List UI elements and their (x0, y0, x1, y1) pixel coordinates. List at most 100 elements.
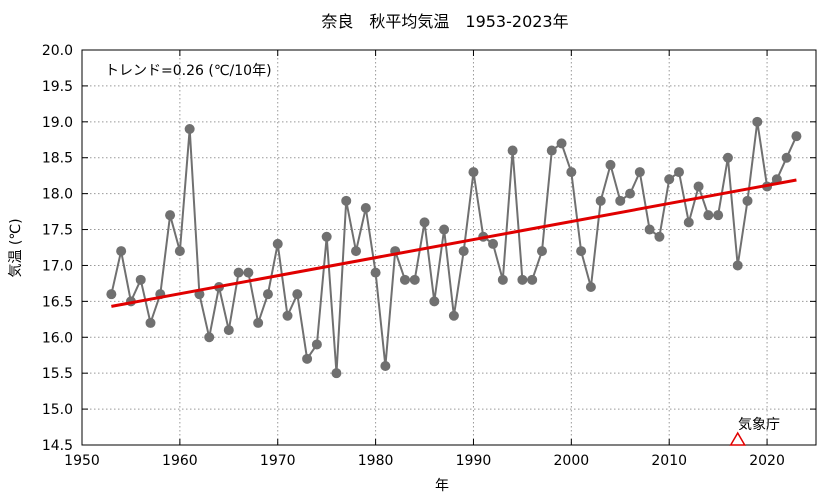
data-point (370, 267, 381, 278)
data-point (292, 289, 303, 300)
data-point (713, 210, 724, 221)
data-point (644, 224, 655, 235)
data-point (360, 203, 371, 213)
data-point (536, 246, 547, 257)
data-point (703, 210, 714, 221)
data-point (566, 167, 577, 178)
data-point (615, 195, 626, 206)
data-point (722, 152, 733, 163)
series-path (110, 121, 798, 374)
data-point (223, 325, 234, 336)
trend-label: トレンド=0.26 (℃/10年) (105, 63, 272, 79)
data-point (654, 231, 665, 242)
y-tick-label: 18.5 (42, 151, 73, 167)
data-point (517, 274, 528, 285)
data-point (311, 339, 322, 350)
x-axis: 1950 1960 1970 1980 1990 2000 2010 2020 (64, 50, 785, 469)
source-label: 気象庁 (738, 417, 780, 433)
data-point (439, 224, 450, 235)
y-tick-label: 16.0 (42, 330, 73, 346)
y-tick-label: 15.0 (42, 402, 73, 418)
x-tick-label: 2020 (749, 453, 785, 469)
data-point (488, 238, 499, 249)
trend-line (111, 178, 797, 308)
data-point (341, 195, 352, 206)
y-tick-label: 14.5 (42, 438, 73, 454)
data-point (116, 246, 127, 257)
data-point (253, 317, 264, 328)
data-point (380, 361, 391, 371)
y-tick-label: 19.0 (42, 115, 73, 131)
plot-frame (81, 49, 817, 446)
x-tick-label: 1980 (358, 453, 394, 469)
data-point (272, 238, 283, 249)
chart-title: 奈良 秋平均気温 1953-2023年 (321, 12, 568, 31)
data-point (282, 310, 293, 321)
data-point (184, 124, 195, 134)
y-tick-label: 17.0 (42, 258, 73, 274)
data-point (458, 246, 469, 257)
data-point (468, 167, 479, 178)
data-point (409, 274, 420, 285)
data-point (204, 332, 215, 343)
data-point (106, 289, 117, 300)
trend-path (111, 178, 797, 308)
data-point (351, 246, 362, 257)
y-tick-label: 18.0 (42, 187, 73, 203)
x-tick-label: 1970 (260, 453, 296, 469)
data-point (742, 195, 753, 206)
data-point (429, 296, 440, 307)
data-point (135, 274, 146, 285)
y-tick-label: 19.5 (42, 79, 73, 95)
data-point (174, 246, 185, 257)
data-point (546, 145, 557, 156)
x-axis-label: 年 (435, 478, 449, 494)
data-point (399, 274, 410, 285)
y-tick-label: 16.5 (42, 294, 73, 310)
data-point (683, 217, 694, 228)
data-point (321, 231, 332, 242)
data-point (507, 145, 518, 156)
y-axis: 14.5 15.0 15.5 16.0 16.5 17.0 17.5 18.0 18.5 19.0… (42, 43, 816, 454)
data-point (243, 267, 254, 278)
data-point (673, 167, 684, 178)
y-tick-label: 15.5 (42, 366, 73, 382)
data-point (585, 282, 596, 292)
data-point (576, 246, 587, 257)
y-axis-label: 気温 (℃) (8, 218, 24, 277)
data-point (302, 353, 313, 364)
data-point (448, 310, 459, 321)
data-point (732, 260, 743, 271)
data-point (625, 188, 636, 199)
data-point (497, 274, 508, 285)
y-tick-label: 20.0 (42, 43, 73, 59)
data-point (262, 289, 273, 300)
data-point (233, 267, 244, 278)
x-tick-label: 1960 (162, 453, 198, 469)
data-point (781, 152, 792, 163)
x-tick-label: 1950 (64, 453, 100, 469)
series-points (106, 116, 802, 379)
data-point (145, 317, 156, 328)
data-point (693, 181, 704, 192)
data-point (605, 159, 616, 170)
data-point (556, 138, 567, 149)
x-tick-label: 2010 (651, 453, 687, 469)
y-tick-label: 17.5 (42, 223, 73, 239)
series-line (110, 121, 798, 374)
data-point (664, 174, 675, 185)
data-point (791, 131, 802, 142)
data-point (419, 217, 430, 228)
data-point (165, 210, 176, 221)
data-point (634, 167, 645, 178)
grid (82, 50, 816, 445)
marker (729, 431, 747, 446)
x-tick-label: 1990 (456, 453, 492, 469)
triangle-marker (729, 431, 747, 446)
data-point (595, 195, 606, 206)
data-point (527, 274, 538, 285)
x-tick-label: 2000 (554, 453, 590, 469)
data-point (752, 116, 763, 127)
data-point (331, 368, 342, 379)
